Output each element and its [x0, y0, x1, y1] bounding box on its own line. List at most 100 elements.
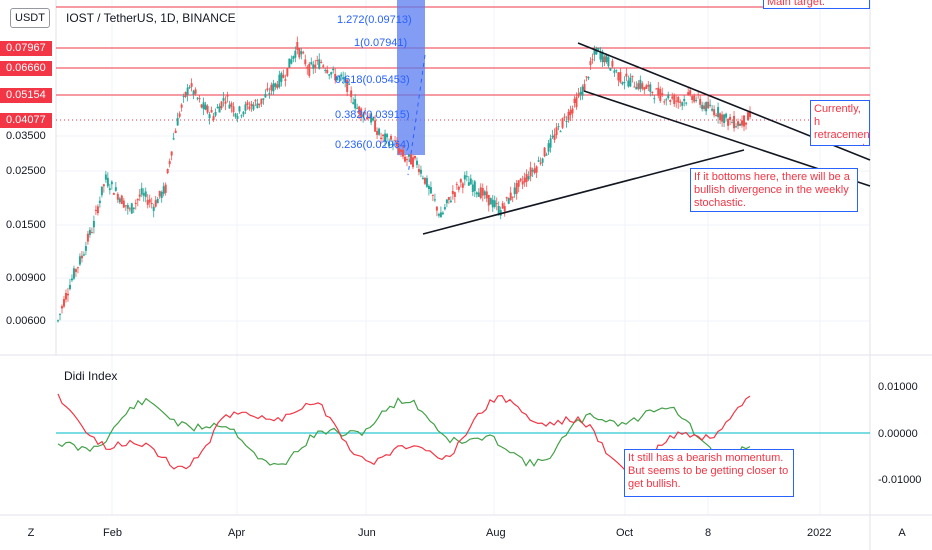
candle-body: [156, 198, 159, 204]
candle-body: [346, 79, 349, 92]
candle-body: [727, 118, 730, 126]
candle-body: [196, 97, 199, 99]
candle-body: [685, 102, 688, 104]
fib-label-0618: 0.618(0.05453): [335, 74, 410, 86]
candle-body: [330, 72, 333, 75]
candle-body: [352, 102, 355, 104]
candle-body: [398, 148, 401, 154]
candle-body: [503, 206, 506, 212]
candle-body: [605, 54, 608, 62]
note-bottom[interactable]: If it bottoms here, there will be a bull…: [690, 168, 858, 212]
candle-body: [286, 67, 289, 76]
candle-body: [266, 88, 269, 91]
candle-body: [629, 77, 632, 87]
candle-body: [541, 158, 544, 163]
candle-body: [366, 116, 369, 120]
candle-body: [595, 48, 598, 55]
candle-body: [409, 154, 412, 165]
note-currently[interactable]: Currently, h retracement movement u: [810, 100, 870, 146]
candle-body: [721, 114, 724, 122]
candle-body: [58, 313, 61, 315]
candle-body: [372, 117, 375, 121]
candle-body: [577, 93, 580, 97]
currency-button[interactable]: USDT: [10, 8, 50, 28]
indicator-title[interactable]: Didi Index: [64, 369, 118, 383]
candle-body: [507, 198, 510, 204]
candle-body: [282, 74, 285, 78]
candle-body: [390, 136, 393, 140]
candle-body: [583, 84, 586, 92]
indicator-tick-3: -0.01000: [878, 474, 922, 486]
candle-body: [344, 76, 347, 83]
candle-body: [190, 83, 193, 87]
candle-body: [633, 86, 636, 88]
candle-body: [473, 181, 476, 192]
candle-body: [465, 175, 468, 177]
candle-body: [647, 84, 650, 87]
candle-body: [180, 104, 183, 108]
candle-body: [693, 95, 696, 102]
candle-body: [264, 93, 267, 98]
candle-body: [70, 278, 73, 281]
candle-body: [168, 161, 171, 165]
note-main-target[interactable]: Main target.: [763, 0, 870, 9]
candle-body: [242, 111, 245, 115]
candle-body: [665, 99, 668, 101]
candle-body: [421, 177, 424, 179]
support-trendline: [422, 149, 745, 235]
time-label-feb: Feb: [103, 527, 122, 539]
candle-body: [236, 116, 239, 119]
candle-body: [411, 157, 414, 168]
zoom-button[interactable]: Z: [27, 527, 35, 539]
candle-body: [591, 59, 594, 61]
candle-body: [348, 83, 351, 85]
candle-body: [80, 255, 83, 259]
candle-body: [106, 177, 109, 187]
candle-body: [216, 107, 219, 109]
candle-body: [407, 154, 410, 157]
candle-body: [100, 186, 103, 196]
candle-body: [405, 159, 408, 161]
auto-scale-button[interactable]: A: [898, 527, 906, 539]
candle-body: [194, 89, 197, 94]
candle-body: [611, 60, 614, 67]
candle-body: [637, 83, 640, 89]
candle-body: [322, 65, 325, 67]
fib-label-1272: 1.272(0.09713): [337, 14, 412, 26]
candle-body: [441, 212, 444, 215]
candle-body: [579, 91, 582, 95]
candle-body: [268, 93, 271, 95]
candle-body: [513, 187, 516, 195]
candle-body: [635, 86, 638, 90]
candle-body: [280, 72, 283, 82]
candle-body: [226, 95, 229, 97]
candle-body: [545, 154, 548, 156]
price-tick-3: 0.01500: [6, 219, 46, 231]
candle-body: [669, 100, 672, 102]
symbol-title[interactable]: IOST / TetherUS, 1D, BINANCE: [66, 11, 236, 25]
candle-body: [60, 306, 63, 309]
candle-body: [256, 103, 259, 109]
candle-body: [126, 205, 129, 209]
candle-body: [84, 246, 87, 251]
candle-body: [489, 198, 492, 205]
didi-green-line: [57, 397, 751, 467]
candle-body: [455, 184, 458, 186]
candle-body: [641, 83, 644, 89]
note-momentum[interactable]: It still has a bearish momentum. But see…: [624, 449, 794, 497]
candle-body: [675, 100, 678, 102]
candle-body: [362, 114, 365, 117]
candle-body: [218, 106, 221, 113]
candle-body: [306, 66, 309, 69]
candle-body: [463, 175, 466, 180]
candle-body: [599, 52, 602, 60]
candle-body: [713, 109, 716, 116]
candle-body: [519, 178, 522, 181]
candle-body: [655, 88, 658, 90]
candle-body: [649, 84, 652, 92]
candle-body: [276, 84, 279, 89]
candle-body: [198, 98, 201, 100]
candle-body: [88, 229, 91, 235]
candle-body: [443, 207, 446, 210]
